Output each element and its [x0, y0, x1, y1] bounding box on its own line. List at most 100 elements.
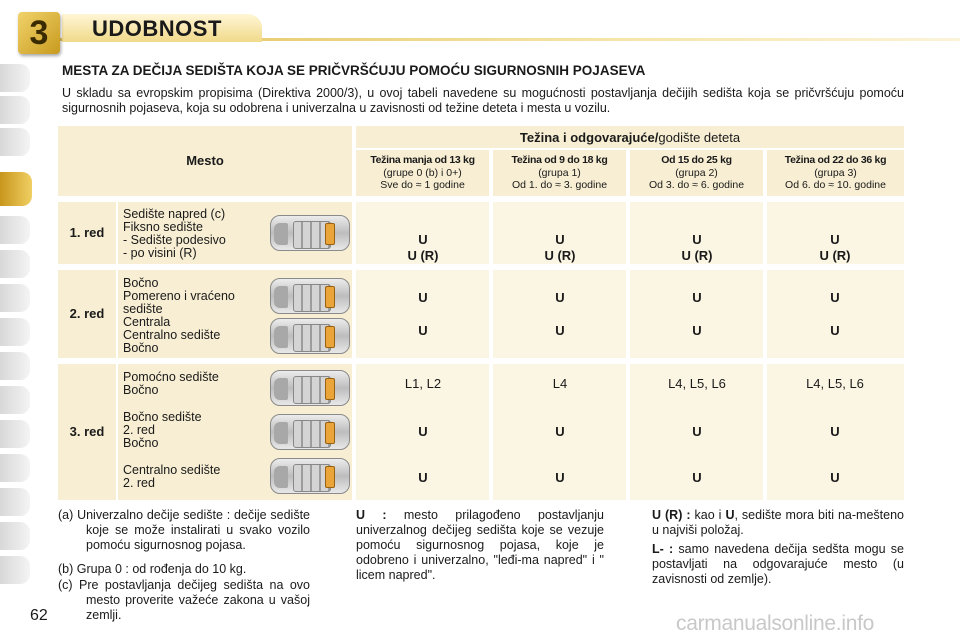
row2-value: U: [418, 290, 428, 305]
side-tab-14: [0, 522, 30, 550]
weight-header-bold: Težina i odgovarajuće/: [519, 129, 659, 145]
side-tab-12: [0, 454, 30, 482]
row-label: 3. red: [69, 424, 105, 439]
row1-value: U U (R): [544, 232, 576, 263]
col-title: Težina od 22 do 36 kg: [784, 154, 887, 167]
row3-value: U: [555, 470, 565, 485]
page-title: UDOBNOST: [92, 16, 222, 41]
value-cell: [767, 202, 904, 264]
col-group: (grupe 0 (b) i 0+): [383, 166, 462, 179]
row3-value: U: [418, 470, 428, 485]
weight-col-3: Težina od 22 do 36 kg (grupa 3) Od 6. do…: [767, 150, 904, 196]
row-label-cell-1: 1. red: [58, 202, 116, 264]
car-seat-layout-icon: [270, 278, 350, 314]
term-ur-text-2: , sedište mora biti na-mešteno u najviši…: [652, 508, 904, 537]
footnote-b: (b) Grupa 0 : od rođenja do 10 kg.: [58, 562, 247, 576]
value-cell: [630, 364, 763, 500]
value-cell: [767, 364, 904, 500]
col-age: Od 6. do ≈ 10. godine: [785, 179, 886, 192]
side-tab-1: [0, 64, 30, 92]
weight-col-1: Težina od 9 do 18 kg (grupa 1) Od 1. do …: [493, 150, 626, 196]
side-tab-7: [0, 284, 30, 312]
col-group: (grupa 1): [538, 166, 581, 179]
footnote-l: L- : samo navedena dečija sedšta mogu se…: [652, 542, 904, 587]
row3-value: L4, L5, L6: [806, 376, 864, 391]
value-cell: [493, 270, 626, 358]
section-title: MESTA ZA DEČIJA SEDIŠTA KOJA SE PRIČVRŠĆ…: [62, 63, 646, 78]
chapter-number: 3: [29, 14, 49, 52]
side-tab-5: [0, 216, 30, 244]
row2-value: U: [692, 290, 702, 305]
side-tab-10: [0, 386, 30, 414]
weight-header-normal: godište deteta: [658, 129, 741, 145]
row3-value: L4: [552, 376, 568, 391]
row3-value: L1, L2: [404, 376, 442, 391]
page-number: 62: [30, 607, 48, 624]
row1-value: U U (R): [407, 232, 439, 263]
row3-value: U: [830, 424, 840, 439]
row3-value: U: [555, 424, 565, 439]
term-ur-u: U: [725, 508, 735, 522]
header-tab: [62, 14, 262, 42]
row3-value: U: [692, 470, 702, 485]
col-age: Sve do ≈ 1 godine: [380, 179, 465, 192]
col-title: Težina od 9 do 18 kg: [511, 154, 608, 167]
term-l-text: samo navedena dečija sedšta mogu se post…: [652, 542, 905, 586]
side-tab-6: [0, 250, 30, 278]
row2-value: U: [830, 323, 840, 338]
term-ur-text: kao i: [690, 508, 726, 522]
mesto-label: Mesto: [186, 153, 224, 168]
car-seat-layout-icon: [270, 414, 350, 450]
value-cell: [356, 270, 489, 358]
row3-value: L4, L5, L6: [668, 376, 726, 391]
row2-value: U: [830, 290, 840, 305]
chapter-badge: [18, 12, 60, 54]
col-age: Od 1. do ≈ 3. godine: [511, 179, 608, 192]
row-label: 2. red: [69, 306, 105, 321]
value-cell: [356, 202, 489, 264]
watermark: carmanualsonline.info: [676, 612, 874, 635]
car-seat-layout-icon: [270, 458, 350, 494]
car-seat-layout-icon: [270, 215, 350, 251]
side-tab-8: [0, 318, 30, 346]
col-title: Težina manja od 13 kg: [370, 154, 475, 167]
value-cell: [493, 202, 626, 264]
seat-description: Pomoćno sedište Bočno: [123, 370, 219, 397]
side-tab-9: [0, 352, 30, 380]
col-age: Od 3. do ≈ 6. godine: [648, 179, 745, 192]
value-cell: [356, 364, 489, 500]
side-tab-3: [0, 128, 30, 156]
row3-value: U: [830, 470, 840, 485]
seat-description: Sedište napred (c) Fiksno sedište - Sedi…: [123, 207, 226, 260]
value-cell: [767, 270, 904, 358]
weight-col-2: Od 15 do 25 kg (grupa 2) Od 3. do ≈ 6. g…: [630, 150, 763, 196]
row1-value: U U (R): [819, 232, 851, 263]
col-group: (grupa 3): [814, 166, 857, 179]
side-tab-13: [0, 488, 30, 516]
value-cell: [630, 202, 763, 264]
value-cell: [493, 364, 626, 500]
row2-value: U: [555, 323, 565, 338]
car-seat-layout-icon: [270, 370, 350, 406]
weight-header: Težina i odgovarajuće/godište deteta: [520, 130, 740, 145]
side-tab-active: [0, 172, 32, 206]
intro-paragraph: U skladu sa evropskim propisima (Direkti…: [62, 86, 904, 115]
row2-value: U: [692, 323, 702, 338]
term-ur: U (R) :: [652, 508, 691, 522]
footnote-a: (a) Univerzalno dečije sedište : dečije …: [58, 508, 310, 552]
side-tab-11: [0, 420, 30, 448]
row2-value: U: [555, 290, 565, 305]
row-label-cell-3: 3. red: [58, 364, 116, 500]
value-cell: [630, 270, 763, 358]
row1-value: U U (R): [681, 232, 713, 263]
term-l: L- :: [652, 542, 674, 556]
footnote-ur: U (R) : kao i U, sedište mora biti na-me…: [652, 508, 904, 538]
header-rule: [60, 38, 960, 41]
row-label: 1. red: [69, 225, 105, 240]
side-tab-15: [0, 556, 30, 584]
weight-header-cell: Težina i odgovarajuće/godište deteta: [356, 126, 904, 148]
seat-description: Bočno sedište 2. red Bočno: [123, 410, 202, 450]
term-u-text: mesto prilagođeno postavljanju univerzal…: [356, 508, 604, 582]
seat-description: Centralno sedište 2. red: [123, 463, 221, 490]
footnote-u: U : mesto prilagođeno postavljanju unive…: [356, 508, 604, 583]
